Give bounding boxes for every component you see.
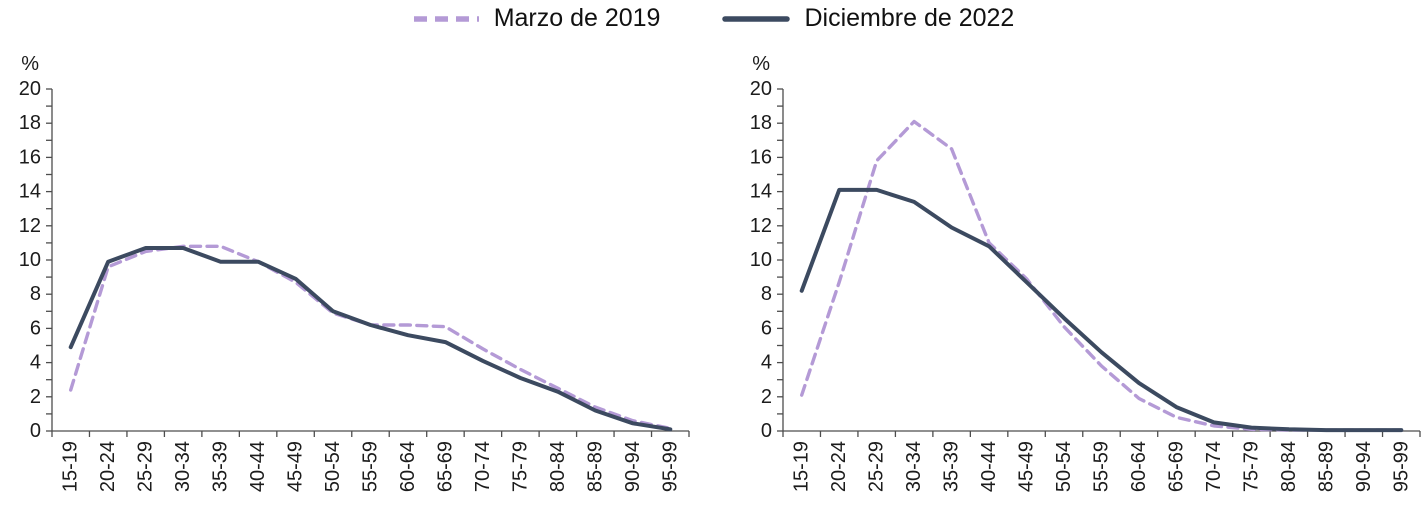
- y-axis-unit-label: %: [752, 53, 770, 75]
- series-line-marzo-de-2019: [799, 119, 1403, 432]
- x-axis-tick-label: 70-74: [472, 441, 494, 492]
- x-axis-tick-label: 95-99: [1390, 441, 1412, 492]
- x-axis-tick-label: 90-94: [1353, 441, 1375, 492]
- x-axis-tick-label: 35-39: [210, 441, 232, 492]
- chart-svg: 0 2 4 6 8 10 12 14 16 18 20% 15-19 20-24 25-29 30-34 35…: [19, 53, 690, 492]
- x-axis-tick-label: 40-44: [247, 441, 269, 492]
- axis-lines: [51, 89, 689, 432]
- y-axis-tick-label: 2: [30, 386, 41, 408]
- y-axis-tick-label: 18: [750, 112, 772, 134]
- y-axis-tick-label: 8: [30, 283, 41, 305]
- legend-label-marzo-2019: Marzo de 2019: [493, 4, 661, 32]
- y-axis-tick-label: 6: [30, 317, 41, 339]
- y-axis-tick-label: 2: [761, 386, 772, 408]
- y-axis-tick-label: 0: [30, 420, 41, 442]
- x-axis-tick-label: 25-29: [135, 441, 157, 492]
- y-axis-unit-label: %: [21, 53, 39, 75]
- x-axis-tick-label: 15-19: [60, 441, 82, 492]
- solid-line-swatch-icon: [722, 15, 791, 22]
- y-axis-tick-label: 18: [19, 112, 41, 134]
- y-axis-tick-label: 10: [750, 249, 772, 271]
- y-axis-tick-label: 12: [19, 215, 41, 237]
- dashed-line-swatch-icon: [413, 15, 479, 22]
- x-axis-tick-label: 60-64: [1128, 441, 1150, 492]
- x-axis-tick-label: 40-44: [978, 441, 1000, 492]
- x-axis-tick-label: 15-19: [791, 441, 813, 492]
- y-axis-tick-label: 10: [19, 249, 41, 271]
- x-axis-tick-label: 95-99: [659, 441, 681, 492]
- x-axis-tick-label: 65-69: [434, 441, 456, 492]
- x-axis-tick-label: 65-69: [1165, 441, 1187, 492]
- x-axis-tick-label: 70-74: [1203, 441, 1225, 492]
- x-axis-tick-label: 50-54: [1053, 441, 1075, 492]
- series-line-diciembre-de-2022: [799, 187, 1404, 433]
- chart-legend: Marzo de 2019 Diciembre de 2022: [0, 6, 1426, 31]
- y-axis-tick-label: 20: [750, 78, 772, 100]
- age-distribution-chart-right: 0 2 4 6 8 10 12 14 16 18 20% 15-19 20-24 25-29 30-34 35…: [713, 0, 1426, 516]
- x-axis-tick-label: 45-49: [285, 441, 307, 492]
- x-axis-tick-label: 80-84: [1278, 441, 1300, 492]
- x-axis-tick-label: 55-59: [1091, 441, 1113, 492]
- y-axis-tick-label: 16: [19, 146, 41, 168]
- y-axis-tick-label: 20: [19, 78, 41, 100]
- x-axis-tick-label: 75-79: [1240, 441, 1262, 492]
- axis-lines: [782, 89, 1420, 432]
- x-axis-tick-label: 80-84: [547, 441, 569, 492]
- x-axis-tick-label: 30-34: [903, 441, 925, 492]
- legend-item-marzo-2019: Marzo de 2019: [412, 4, 661, 32]
- series-line-diciembre-de-2022: [68, 246, 673, 432]
- chart-svg: 0 2 4 6 8 10 12 14 16 18 20% 15-19 20-24 25-29 30-34 35…: [750, 53, 1421, 492]
- x-axis-tick-label: 85-89: [1315, 441, 1337, 492]
- y-axis-tick-label: 6: [761, 317, 772, 339]
- x-axis-tick-label: 30-34: [172, 441, 194, 492]
- y-axis-tick-label: 16: [750, 146, 772, 168]
- legend-item-diciembre-2022: Diciembre de 2022: [722, 6, 1014, 31]
- y-axis-tick-label: 14: [19, 181, 41, 203]
- age-distribution-chart-left: 0 2 4 6 8 10 12 14 16 18 20% 15-19 20-24 25-29 30-34 35…: [19, 53, 690, 492]
- y-axis-tick-label: 14: [750, 181, 772, 203]
- x-axis-tick-label: 45-49: [1016, 441, 1038, 492]
- legend-label-diciembre-2022: Diciembre de 2022: [804, 4, 1015, 32]
- x-axis-tick-label: 75-79: [509, 441, 531, 492]
- x-axis-tick-label: 90-94: [622, 441, 644, 492]
- x-axis-tick-label: 60-64: [397, 441, 419, 492]
- y-axis-tick-label: 12: [750, 215, 772, 237]
- x-axis-tick-label: 50-54: [322, 441, 344, 492]
- x-axis-tick-label: 25-29: [866, 441, 888, 492]
- x-axis-tick-label: 20-24: [97, 441, 119, 492]
- y-axis-tick-label: 4: [30, 352, 41, 374]
- y-axis-tick-label: 8: [761, 283, 772, 305]
- x-axis-tick-label: 35-39: [941, 441, 963, 492]
- x-axis-tick-label: 85-89: [584, 441, 606, 492]
- y-axis-tick-label: 4: [761, 352, 772, 374]
- x-axis-tick-label: 20-24: [828, 441, 850, 492]
- x-axis-tick-label: 55-59: [360, 441, 382, 492]
- y-axis-tick-label: 0: [761, 420, 772, 442]
